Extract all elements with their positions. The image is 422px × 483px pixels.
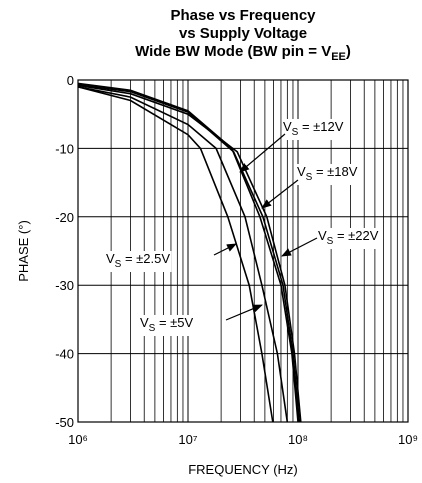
annotation-part: V <box>283 119 292 134</box>
annotation-background <box>139 315 195 336</box>
annotation-background <box>296 164 359 185</box>
y-tick-label: -10 <box>55 141 74 156</box>
annotation-arrow <box>225 304 263 321</box>
x-tick-label: 10⁸ <box>288 432 308 447</box>
annotation-arrow <box>213 243 237 256</box>
chart-title: vs Supply Voltage <box>179 25 307 42</box>
y-tick-label: -40 <box>55 347 74 362</box>
annotation-arrow <box>281 237 318 257</box>
title-subscript: EE <box>331 51 346 63</box>
annotation-part: V <box>140 315 149 330</box>
annotation-subscript: S <box>149 323 156 334</box>
annotation: VS = ±18V <box>297 164 358 183</box>
x-tick-label: 10⁶ <box>68 432 88 447</box>
y-axis-label: PHASE (°) <box>16 220 31 282</box>
line <box>77 86 289 423</box>
annotation-part: = ±5V <box>155 315 193 330</box>
annotation-subscript: S <box>115 259 122 270</box>
chart-title: Phase vs Frequency <box>170 7 316 24</box>
x-tick-label: 10⁷ <box>178 432 197 447</box>
annotation-background <box>105 251 172 272</box>
line <box>77 84 302 423</box>
annotation-background <box>317 228 380 249</box>
chart-title: Wide BW Mode (BW pin = VEE) <box>135 43 351 63</box>
x-tick-label: 10⁹ <box>398 432 418 447</box>
line <box>77 86 274 423</box>
annotation-arrow <box>239 133 286 173</box>
annotation-subscript: S <box>292 127 299 138</box>
plot-frame <box>77 79 409 423</box>
y-tick-label: -50 <box>55 415 74 430</box>
annotation: VS = ±2.5V <box>106 251 170 270</box>
annotation-part: = ±18V <box>312 164 357 179</box>
title-part: Wide BW Mode (BW pin = V <box>135 43 331 60</box>
annotation-background <box>282 119 345 140</box>
title-part: ) <box>346 43 351 60</box>
annotation-part: = ±12V <box>298 119 343 134</box>
annotation-part: V <box>106 251 115 266</box>
annotation-subscript: S <box>327 236 334 247</box>
annotation-part: = ±22V <box>333 228 378 243</box>
annotation-arrow <box>261 179 299 209</box>
annotation-part: = ±2.5V <box>121 251 170 266</box>
line <box>77 84 301 423</box>
annotation: VS = ±22V <box>318 228 379 247</box>
x-axis-label: FREQUENCY (Hz) <box>188 462 298 477</box>
y-tick-label: -30 <box>55 278 74 293</box>
annotation: VS = ±5V <box>140 315 194 334</box>
line <box>77 82 299 423</box>
annotation-part: V <box>318 228 327 243</box>
annotation-part: V <box>297 164 306 179</box>
annotation: VS = ±12V <box>283 119 344 138</box>
y-tick-label: -20 <box>55 210 74 225</box>
y-tick-label: 0 <box>67 73 74 88</box>
annotation-subscript: S <box>306 172 313 183</box>
